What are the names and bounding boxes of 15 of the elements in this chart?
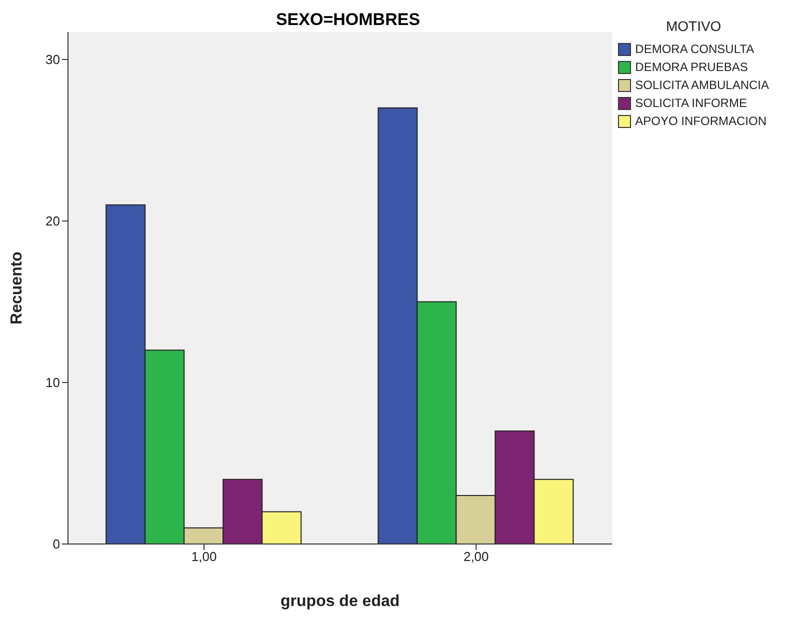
x-tick-label: 1,00 bbox=[191, 549, 217, 564]
y-tick-label: 30 bbox=[46, 52, 60, 68]
legend-label: SOLICITA AMBULANCIA bbox=[635, 78, 769, 92]
x-axis-title: grupos de edad bbox=[280, 593, 400, 610]
x-tick-label: 2,00 bbox=[463, 549, 489, 564]
legend-title: MOTIVO bbox=[664, 18, 722, 34]
legend-label: DEMORA CONSULTA bbox=[635, 42, 754, 56]
y-axis-title: Recuento bbox=[8, 251, 26, 324]
legend-label: SOLICITA INFORME bbox=[635, 96, 747, 110]
legend-label: APOYO INFORMACION bbox=[635, 114, 767, 128]
y-tick-label: 10 bbox=[46, 375, 60, 390]
chart-title: SEXO=HOMBRES bbox=[274, 10, 422, 30]
y-tick-label: 20 bbox=[46, 214, 60, 229]
y-tick-label: 0 bbox=[52, 536, 60, 552]
legend-label: DEMORA PRUEBAS bbox=[635, 60, 748, 74]
